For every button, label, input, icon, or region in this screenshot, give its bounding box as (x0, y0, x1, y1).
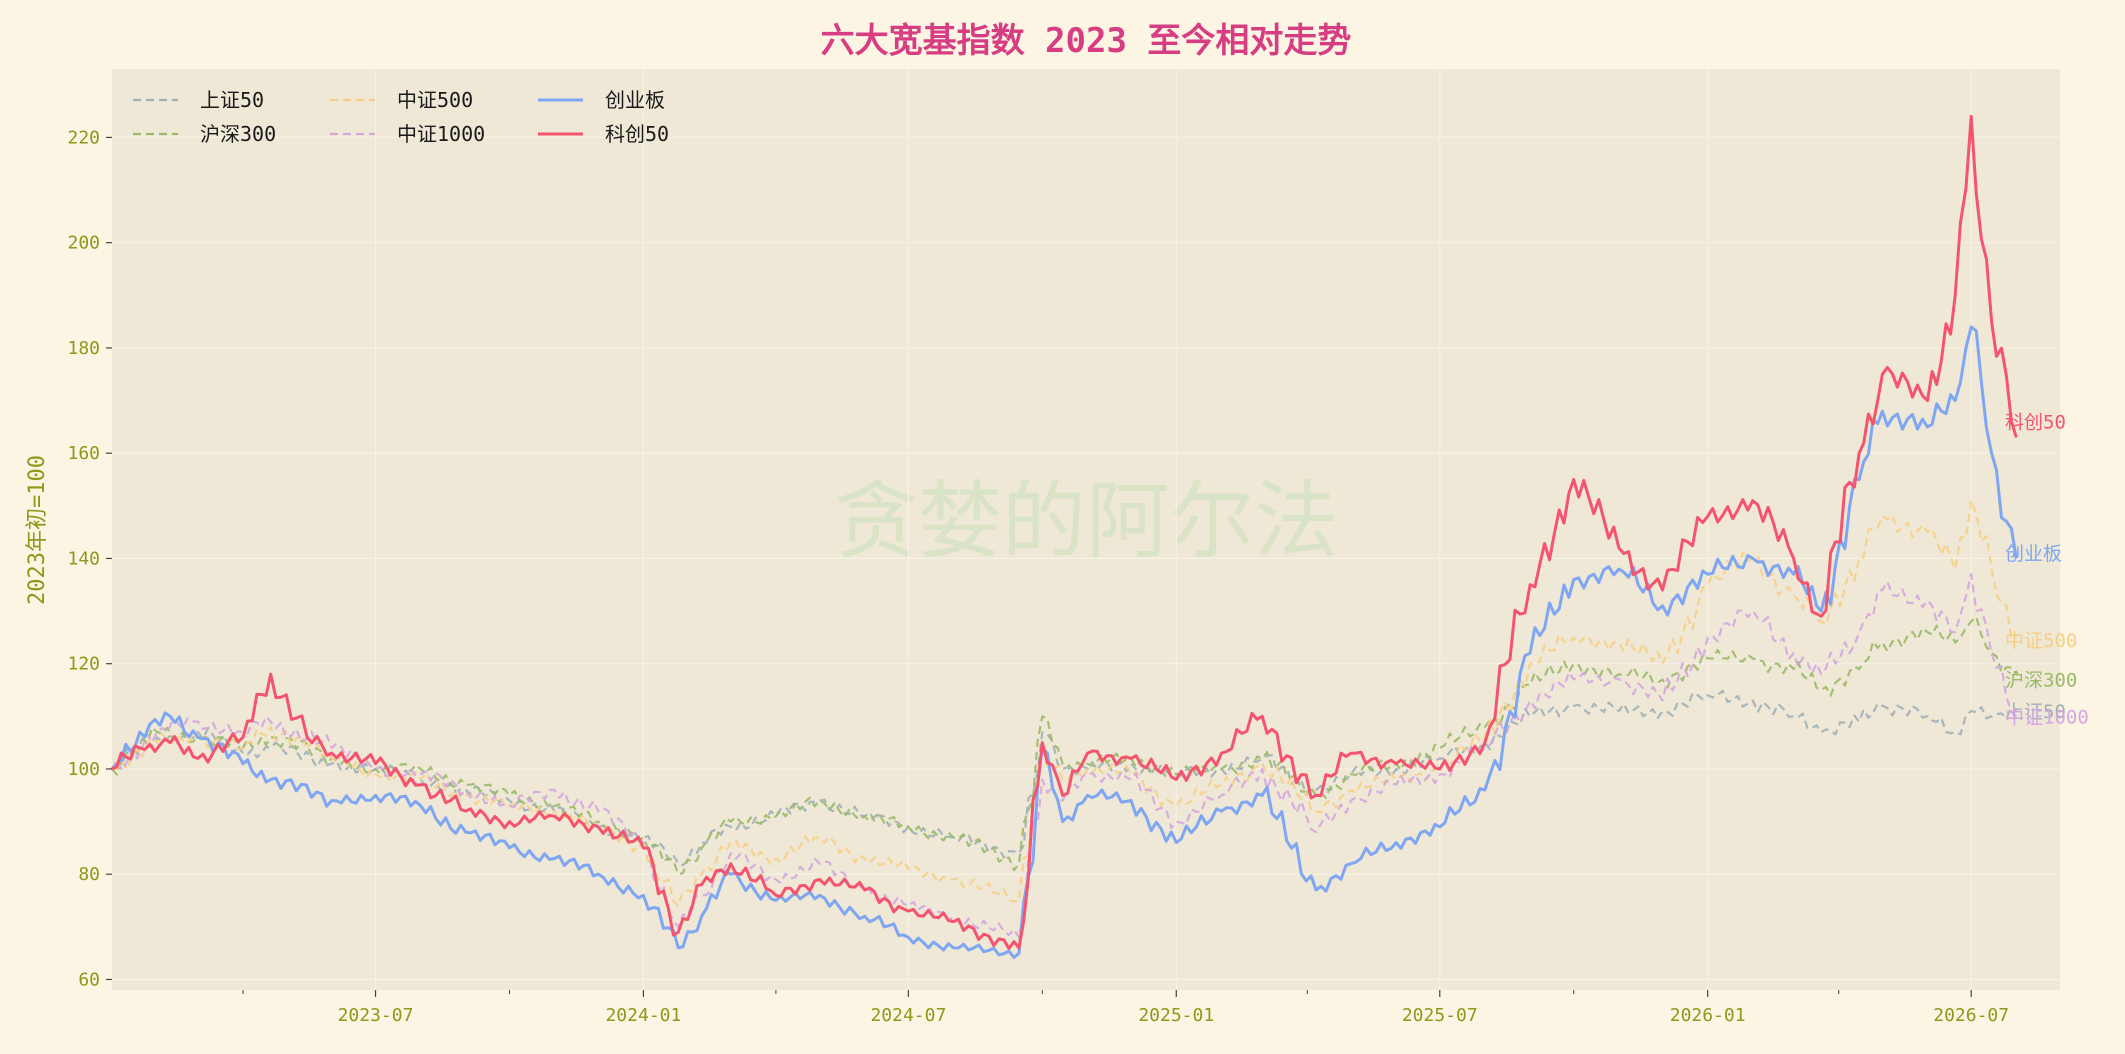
plot-area (112, 69, 2060, 990)
legend-label: 中证1000 (397, 122, 485, 146)
series-layer (110, 114, 2018, 959)
x-tick-label: 2023-07 (338, 1005, 414, 1026)
x-tick-label: 2024-01 (605, 1005, 681, 1026)
end-label: 上证50 (2005, 701, 2066, 723)
legend-label: 上证50 (200, 88, 264, 112)
y-tick-label: 60 (78, 969, 100, 990)
y-axis-ticks: 60 80 100 120 140 160 180 200 220 (67, 127, 112, 990)
end-label: 沪深300 (2005, 669, 2077, 691)
y-tick-label: 160 (67, 443, 100, 464)
series-line-3 (111, 499, 2017, 907)
x-tick-label: 2025-07 (1402, 1005, 1478, 1026)
end-label: 科创50 (2005, 412, 2066, 434)
legend-label: 科创50 (605, 122, 669, 146)
end-label: 中证1000 (2005, 706, 2089, 728)
watermark: 贪婪的阿尔法 (834, 472, 1338, 570)
series-line-2 (111, 615, 2018, 876)
chart-title: 六大宽基指数 2023 至今相对走势 (821, 21, 1352, 61)
legend-label: 创业板 (605, 88, 665, 112)
legend-label: 沪深300 (200, 122, 276, 146)
y-tick-label: 200 (67, 233, 100, 254)
y-tick-label: 100 (67, 759, 100, 780)
legend-label: 中证500 (397, 88, 473, 112)
y-tick-label: 220 (67, 127, 100, 148)
y-tick-label: 80 (78, 864, 100, 885)
x-tick-label: 2024-07 (870, 1005, 946, 1026)
end-label: 创业板 (2005, 543, 2062, 565)
series-line-1 (111, 689, 2017, 867)
x-tick-label: 2026-07 (1933, 1005, 2009, 1026)
end-label: 中证500 (2005, 630, 2077, 652)
y-tick-label: 120 (67, 654, 100, 675)
series-line-6 (111, 114, 2018, 950)
y-axis-label: 2023年初=100 (25, 455, 50, 605)
x-axis-ticks: 2023-07 2024-01 2024-07 2025-01 2025-07 2026-… (242, 990, 2009, 1026)
x-tick-label: 2025-01 (1138, 1005, 1214, 1026)
y-tick-label: 180 (67, 338, 100, 359)
y-tick-label: 140 (67, 548, 100, 569)
x-tick-label: 2026-01 (1670, 1005, 1746, 1026)
series-line-5 (110, 325, 2018, 959)
